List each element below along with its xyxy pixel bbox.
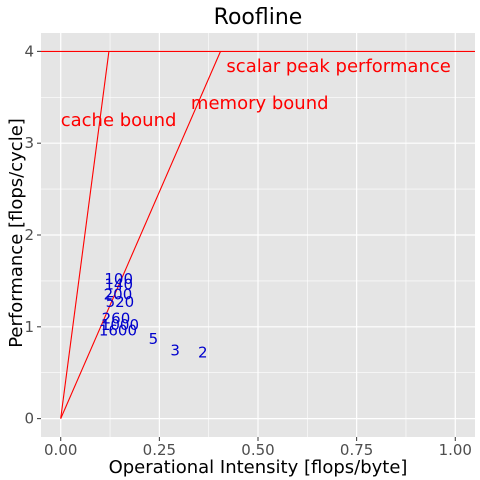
point-label: 100 [104,270,133,288]
point-label: 3 [170,342,180,360]
y-tick-label: 4 [24,42,34,60]
point-label: 1600 [99,321,137,339]
y-tick-label: 2 [24,226,34,244]
x-axis-label: Operational Intensity [flops/byte] [109,457,408,478]
y-tick-label: 0 [24,410,34,428]
roofline-lines [41,50,475,419]
x-tick-label: 1.00 [439,441,472,459]
y-tick-label: 3 [24,134,34,152]
roof-label: scalar peak performance [226,56,450,77]
point-label: 520 [106,293,135,311]
y-tick-label: 1 [24,318,34,336]
roofline-cache-bound [60,51,110,419]
roofline-memory-bound [60,51,222,419]
x-axis-ticks: 0.00 0.25 0.50 0.75 1.00 [44,437,472,459]
chart-title: Roofline [214,5,303,30]
x-tick-label: 0.00 [44,441,77,459]
roof-label: cache bound [61,110,177,131]
x-tick-label: 0.50 [241,441,274,459]
x-tick-label: 0.25 [143,441,176,459]
point-label: 5 [149,330,159,348]
roof-label: memory bound [191,93,329,114]
roofline-labels: scalar peak performance memory bound cache… [61,56,451,131]
point-label: 2 [198,344,208,362]
point-label: 260 [102,310,131,328]
y-axis-label: Performance [flops/cycle] [6,118,27,348]
y-axis-ticks: 0 1 2 3 4 [24,42,41,428]
point-label: 200 [104,286,133,304]
x-tick-label: 0.75 [340,441,373,459]
point-label: 140 [104,276,133,294]
point-label: 1000 [101,316,139,334]
